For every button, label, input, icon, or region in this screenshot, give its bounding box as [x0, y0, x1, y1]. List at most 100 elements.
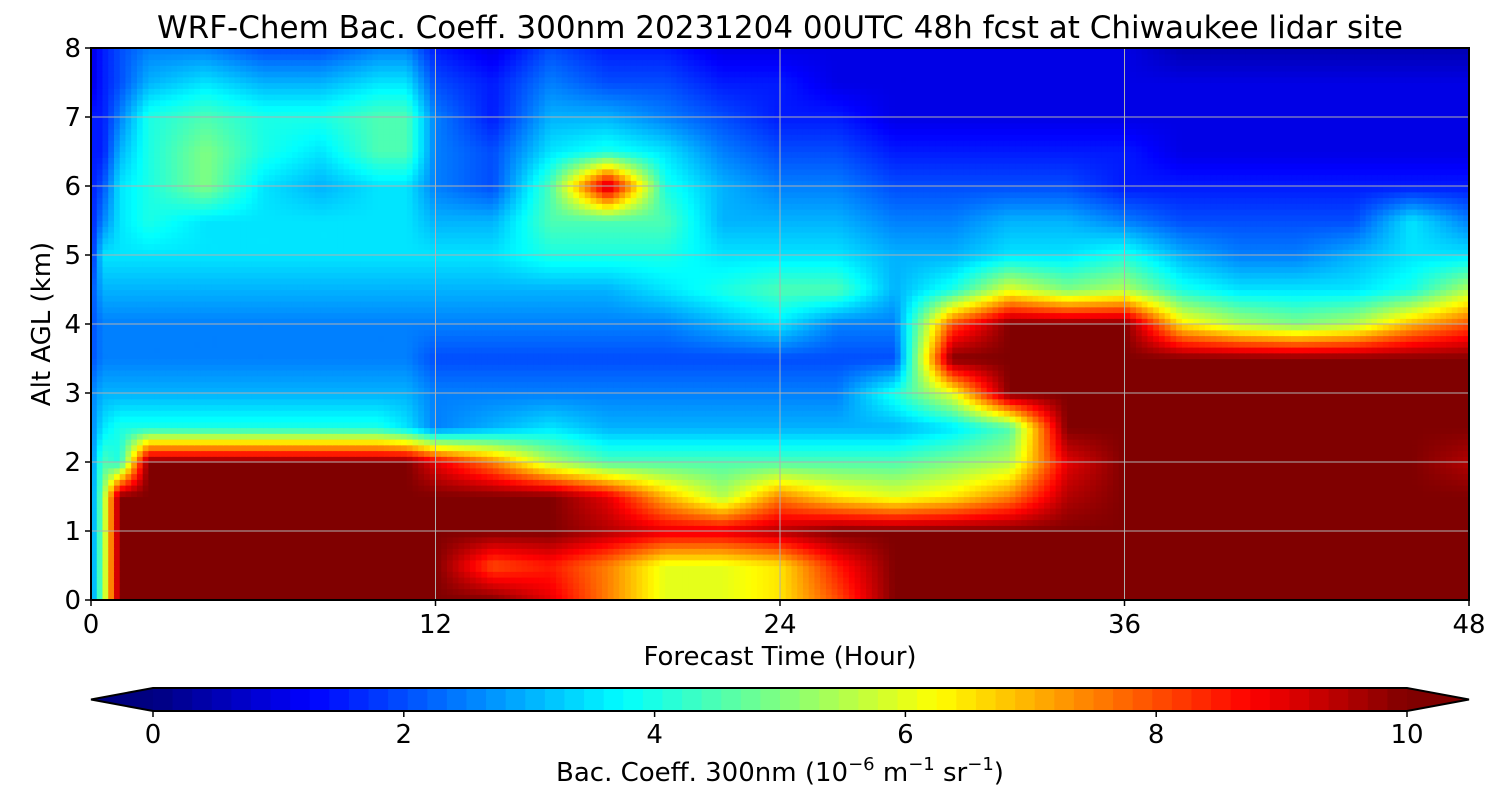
heatmap-cell	[470, 537, 476, 543]
heatmap-cell	[568, 537, 574, 543]
heatmap-cell	[1274, 537, 1280, 543]
heatmap-cell	[906, 566, 912, 572]
heatmap-cell	[1280, 589, 1286, 595]
heatmap-cell	[1257, 560, 1263, 566]
heatmap-cell	[1234, 589, 1240, 595]
heatmap-cell	[941, 583, 947, 589]
heatmap-cell	[1234, 566, 1240, 572]
heatmap-cell	[889, 560, 895, 566]
heatmap-cell	[1262, 531, 1268, 537]
heatmap-cell	[763, 543, 769, 549]
heatmap-cell	[1159, 583, 1165, 589]
heatmap-cell	[562, 583, 568, 589]
heatmap-cell	[229, 531, 235, 537]
heatmap-cell	[901, 583, 907, 589]
heatmap-cell	[694, 548, 700, 554]
heatmap-cell	[981, 583, 987, 589]
heatmap-cell	[969, 531, 975, 537]
heatmap-cell	[1291, 560, 1297, 566]
heatmap-cell	[1147, 537, 1153, 543]
heatmap-cell	[1130, 589, 1136, 595]
heatmap-cell	[809, 589, 815, 595]
heatmap-cell	[1188, 560, 1194, 566]
heatmap-cell	[240, 548, 246, 554]
heatmap-cell	[1176, 537, 1182, 543]
heatmap-cell	[975, 554, 981, 560]
heatmap-cell	[1360, 543, 1366, 549]
heatmap-cell	[619, 537, 625, 543]
heatmap-cell	[1452, 531, 1458, 537]
heatmap-cell	[458, 531, 464, 537]
heatmap-cell	[631, 566, 637, 572]
heatmap-cell	[682, 566, 688, 572]
heatmap-cell	[390, 577, 396, 583]
heatmap-cell	[734, 543, 740, 549]
heatmap-cell	[596, 589, 602, 595]
heatmap-cell	[906, 531, 912, 537]
heatmap-cell	[481, 560, 487, 566]
heatmap-cell	[1182, 577, 1188, 583]
heatmap-cell	[797, 560, 803, 566]
heatmap-cell	[395, 589, 401, 595]
heatmap-cell	[1348, 543, 1354, 549]
heatmap-cell	[1073, 566, 1079, 572]
heatmap-cell	[212, 583, 218, 589]
heatmap-cell	[390, 589, 396, 595]
heatmap-cell	[751, 583, 757, 589]
heatmap-cell	[969, 577, 975, 583]
heatmap-cell	[108, 531, 114, 537]
heatmap-cell	[568, 548, 574, 554]
heatmap-cell	[481, 531, 487, 537]
heatmap-cell	[504, 566, 510, 572]
heatmap-cell	[458, 537, 464, 543]
heatmap-cell	[189, 543, 195, 549]
heatmap-cell	[453, 566, 459, 572]
heatmap-cell	[263, 583, 269, 589]
heatmap-cell	[390, 537, 396, 543]
heatmap-cell	[579, 589, 585, 595]
heatmap-cell	[786, 560, 792, 566]
heatmap-cell	[131, 560, 137, 566]
heatmap-cell	[1084, 560, 1090, 566]
heatmap-cell	[1452, 554, 1458, 560]
heatmap-cell	[1257, 577, 1263, 583]
heatmap-cell	[418, 583, 424, 589]
heatmap-cell	[1033, 583, 1039, 589]
heatmap-cell	[631, 560, 637, 566]
heatmap-cell	[252, 571, 258, 577]
heatmap-cell	[860, 566, 866, 572]
heatmap-cell	[740, 560, 746, 566]
heatmap-cell	[1136, 566, 1142, 572]
heatmap-cell	[1096, 589, 1102, 595]
heatmap-cell	[217, 571, 223, 577]
heatmap-cell	[143, 566, 149, 572]
heatmap-cell	[1193, 583, 1199, 589]
heatmap-cell	[1423, 566, 1429, 572]
heatmap-cell	[1073, 537, 1079, 543]
heatmap-cell	[349, 577, 355, 583]
heatmap-cell	[275, 554, 281, 560]
heatmap-cell	[229, 554, 235, 560]
heatmap-cell	[458, 571, 464, 577]
heatmap-cell	[464, 548, 470, 554]
heatmap-cell	[843, 543, 849, 549]
heatmap-cell	[717, 566, 723, 572]
heatmap-cell	[516, 589, 522, 595]
heatmap-cell	[545, 560, 551, 566]
heatmap-cell	[499, 583, 505, 589]
heatmap-cell	[573, 583, 579, 589]
heatmap-cell	[608, 548, 614, 554]
heatmap-cell	[194, 520, 200, 526]
heatmap-cell	[384, 537, 390, 543]
heatmap-cell	[1096, 531, 1102, 537]
heatmap-cell	[901, 571, 907, 577]
heatmap-cell	[413, 583, 419, 589]
heatmap-cell	[1435, 554, 1441, 560]
heatmap-cell	[436, 537, 442, 543]
heatmap-cell	[1257, 531, 1263, 537]
heatmap-cell	[820, 583, 826, 589]
heatmap-cell	[1004, 531, 1010, 537]
heatmap-cell	[613, 537, 619, 543]
heatmap-cell	[998, 531, 1004, 537]
heatmap-cell	[969, 589, 975, 595]
